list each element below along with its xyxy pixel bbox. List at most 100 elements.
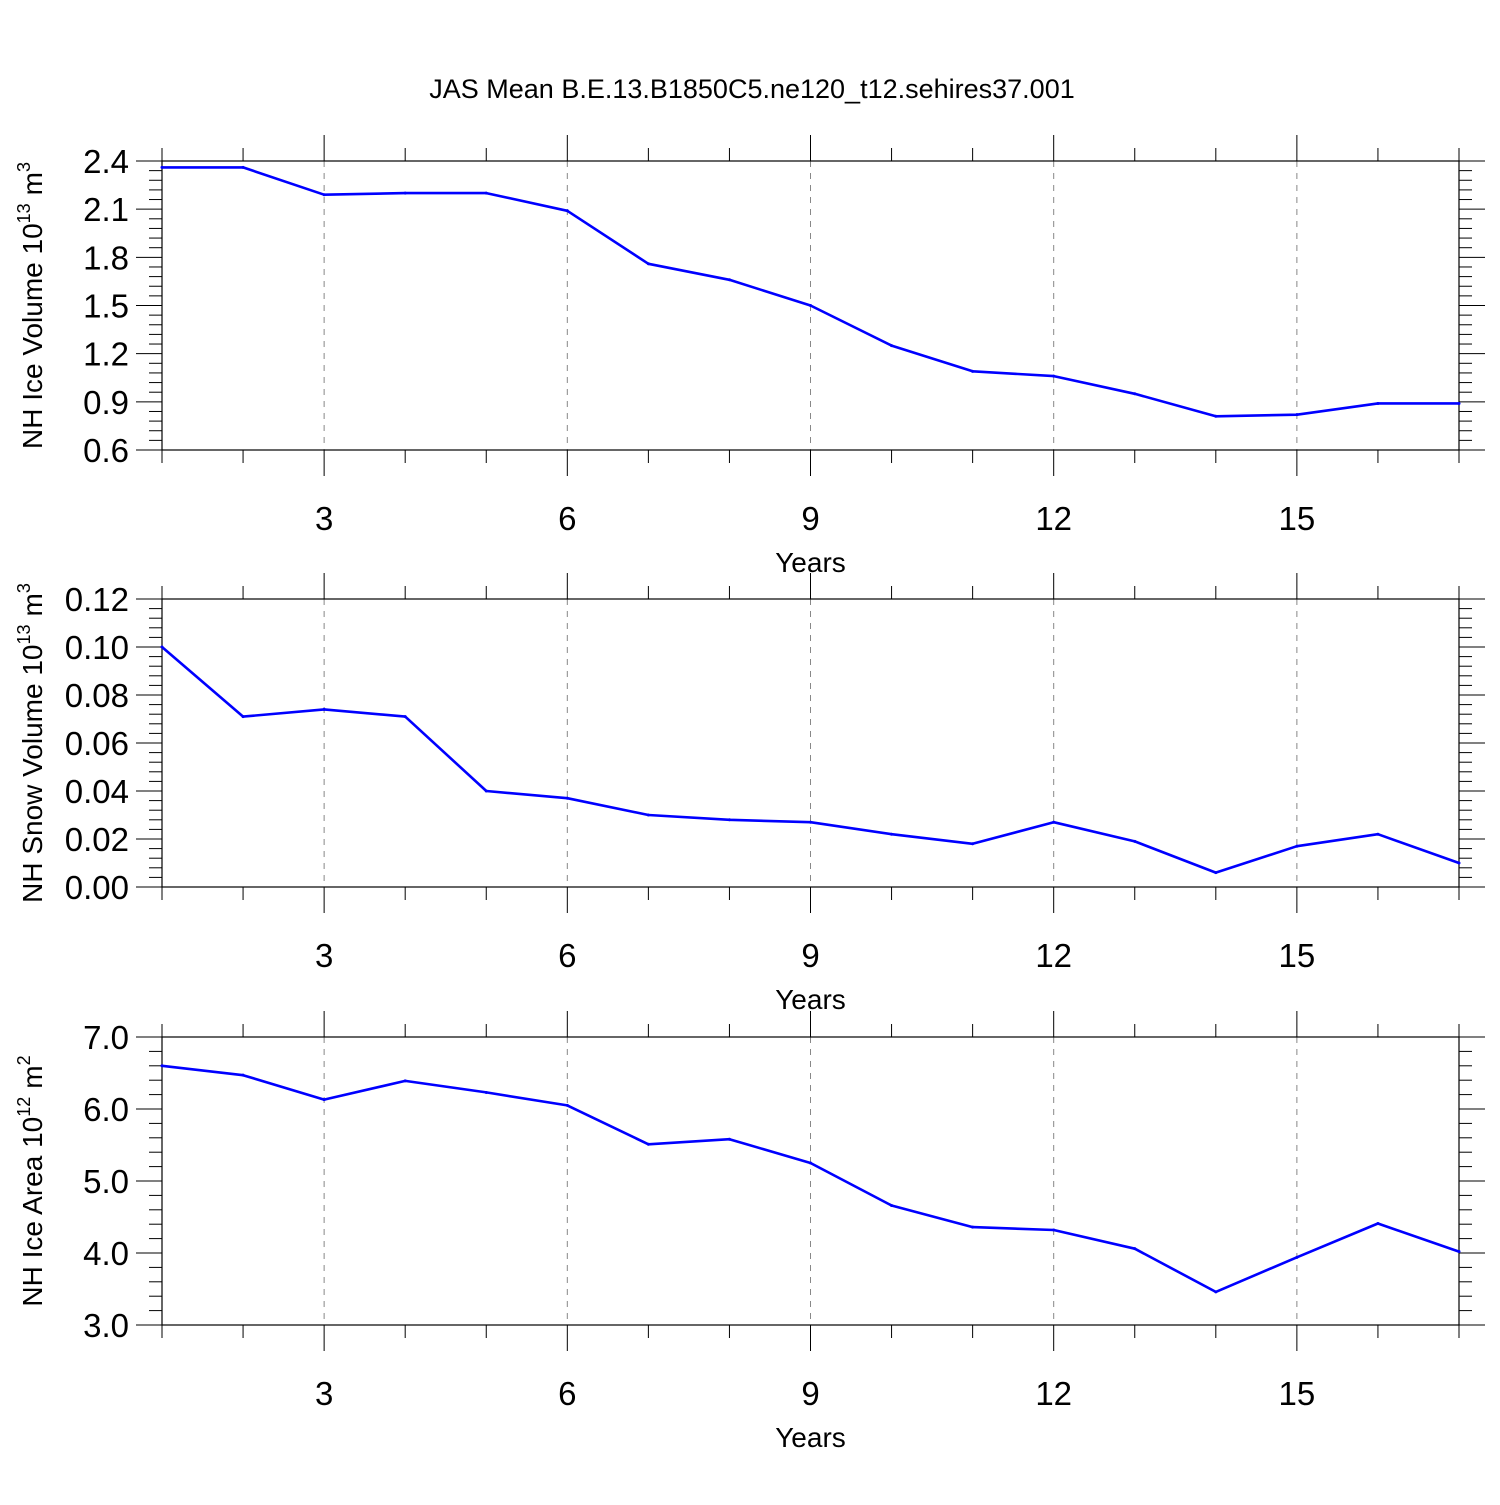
x-tick-label: 3 <box>315 500 333 537</box>
data-point <box>1052 1228 1056 1232</box>
panel-2: 0.00 0.02 0.04 0.06 0.08 0.10 0.12 3 6 9 12 15 Years… <box>14 573 1485 1015</box>
x-tick-label: 12 <box>1035 500 1072 537</box>
data-point <box>1457 1250 1461 1254</box>
x-tick-label: 15 <box>1279 937 1316 974</box>
panel-3: 3.0 4.0 5.0 6.0 7.0 3 6 9 12 15 Years NH Ice Area 1… <box>14 1011 1485 1453</box>
y-tick-label: 3.0 <box>83 1307 129 1344</box>
data-point <box>646 262 650 266</box>
y-tick-label: 5.0 <box>83 1163 129 1200</box>
data-point <box>1133 839 1137 843</box>
x-axis-label: Years <box>775 984 846 1015</box>
y-axis-label-ylabel-exp: 13 <box>14 624 34 644</box>
x-tick-label: 3 <box>315 1375 333 1412</box>
data-point <box>403 1079 407 1083</box>
data-point <box>160 645 164 649</box>
x-tick-label: 6 <box>558 937 576 974</box>
data-point <box>809 820 812 824</box>
y-tick-label: 2.1 <box>83 191 129 228</box>
panel-1: 0.6 0.9 1.2 1.5 1.8 2.1 2.4 3 6 9 12 15 Years NH Ice … <box>14 135 1485 578</box>
x-axis-label: Years <box>775 1422 846 1453</box>
data-point <box>565 796 569 800</box>
data-point <box>160 165 164 169</box>
data-point <box>646 1142 650 1146</box>
data-point <box>565 1103 569 1107</box>
data-point <box>727 1137 731 1141</box>
data-point <box>809 304 812 307</box>
data-point <box>1295 844 1299 848</box>
data-point <box>1457 401 1461 405</box>
y-axis-label-ylabel-text: NH Ice Volume 10 <box>17 223 48 449</box>
y-tick-label: 0.10 <box>65 629 129 666</box>
y-tick-label: 2.4 <box>83 143 129 180</box>
x-tick-label: 15 <box>1279 500 1316 537</box>
data-point <box>1214 871 1218 875</box>
y-axis-label-ylabel-text: NH Snow Volume 10 <box>17 645 48 903</box>
y-tick-label: 0.00 <box>65 869 129 906</box>
y-tick-label: 0.6 <box>83 432 129 469</box>
y-axis-label-ylabel-unit-exp: 2 <box>14 1055 34 1065</box>
data-point <box>241 715 245 719</box>
x-axis-label: Years <box>775 547 846 578</box>
y-tick-label: 0.02 <box>65 821 129 858</box>
y-tick-label: 0.12 <box>65 581 129 618</box>
x-tick-label: 9 <box>801 937 819 974</box>
y-axis-label-ylabel-text: NH Ice Area 10 <box>17 1117 48 1307</box>
data-point <box>971 369 975 373</box>
x-tick-label: 6 <box>558 500 576 537</box>
x-tick-label: 3 <box>315 937 333 974</box>
data-point <box>971 842 975 846</box>
data-point <box>1376 1221 1380 1225</box>
data-point <box>403 191 407 195</box>
data-point <box>1052 820 1056 824</box>
data-point <box>1295 1255 1299 1259</box>
data-point <box>971 1225 975 1229</box>
data-point <box>890 832 894 836</box>
y-axis-label-ylabel-unit-exp: 3 <box>14 162 34 172</box>
y-tick-label: 1.8 <box>83 239 129 276</box>
y-axis-label: NH Ice Volume 1013 m3 <box>14 162 48 449</box>
y-axis-label-ylabel-unit: m <box>17 593 48 616</box>
x-tick-label: 12 <box>1035 1375 1072 1412</box>
data-point <box>484 789 488 793</box>
data-point <box>241 165 245 169</box>
y-axis-label-ylabel-exp: 13 <box>14 203 34 223</box>
data-point <box>1133 1247 1137 1251</box>
y-tick-label: 4.0 <box>83 1235 129 1272</box>
data-point <box>403 715 407 719</box>
y-tick-label: 6.0 <box>83 1091 129 1128</box>
y-axis-label: NH Snow Volume 1013 m3 <box>14 583 48 903</box>
y-axis-label: NH Ice Area 1012 m2 <box>14 1055 48 1306</box>
data-point <box>565 209 569 213</box>
x-tick-label: 9 <box>801 1375 819 1412</box>
y-tick-label: 0.9 <box>83 384 129 421</box>
y-tick-label: 0.06 <box>65 725 129 762</box>
x-tick-label: 12 <box>1035 937 1072 974</box>
data-point <box>1376 832 1380 836</box>
y-tick-label: 0.08 <box>65 677 129 714</box>
y-axis-label-ylabel-unit: m <box>17 1065 48 1088</box>
data-point <box>1295 413 1299 417</box>
data-point <box>890 344 894 348</box>
panels: 0.6 0.9 1.2 1.5 1.8 2.1 2.4 3 6 9 12 15 Years NH Ice … <box>14 135 1485 1453</box>
y-tick-label: 1.2 <box>83 336 129 373</box>
data-point <box>1214 414 1218 418</box>
data-point <box>1052 374 1056 378</box>
x-tick-label: 6 <box>558 1375 576 1412</box>
data-point <box>322 193 326 197</box>
data-point <box>809 1161 812 1165</box>
data-point <box>484 1090 488 1094</box>
data-point <box>890 1203 894 1207</box>
y-tick-label: 7.0 <box>83 1019 129 1056</box>
y-tick-label: 0.04 <box>65 773 129 810</box>
y-axis-label-ylabel-exp: 12 <box>14 1097 34 1117</box>
y-tick-label: 1.5 <box>83 288 129 325</box>
data-point <box>727 818 731 822</box>
data-point <box>727 278 731 282</box>
y-axis-label-ylabel-unit: m <box>17 172 48 195</box>
data-point <box>1214 1290 1218 1294</box>
x-tick-label: 9 <box>801 500 819 537</box>
data-point <box>1133 392 1137 396</box>
chart-title: JAS Mean B.E.13.B1850C5.ne120_t12.sehire… <box>429 74 1074 104</box>
